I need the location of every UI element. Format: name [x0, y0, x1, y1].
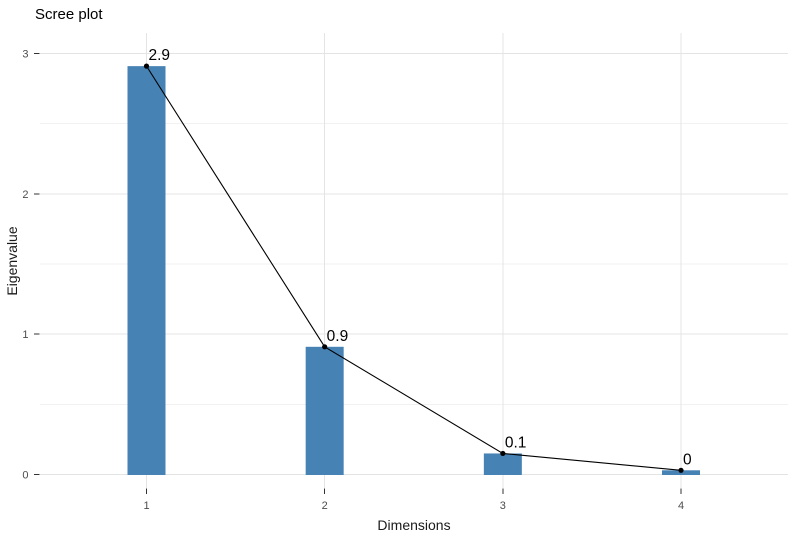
scree-line	[146, 65, 682, 471]
data-point	[143, 63, 150, 69]
x-axis-title: Dimensions	[377, 517, 451, 533]
x-tick-label: 1	[143, 500, 149, 512]
x-tick-label: 3	[500, 500, 506, 512]
point-label: 2.9	[149, 47, 171, 64]
bar	[305, 346, 344, 475]
y-tick-label: 2	[22, 189, 28, 201]
data-point	[500, 450, 506, 457]
bar	[483, 453, 522, 475]
chart-title: Scree plot	[35, 6, 103, 23]
x-tick-label: 2	[322, 500, 328, 512]
point-label: 0.1	[505, 434, 527, 451]
bar	[127, 66, 166, 475]
y-axis-title: Eigenvalue	[4, 226, 20, 296]
y-tick-label: 1	[22, 329, 28, 341]
data-point	[322, 344, 328, 350]
point-label: 0	[683, 451, 692, 468]
point-label: 0.9	[327, 328, 349, 345]
data-point	[678, 467, 684, 473]
y-tick-label: 0	[22, 470, 28, 482]
y-tick-label: 3	[22, 49, 28, 61]
x-tick-label: 4	[678, 500, 684, 512]
